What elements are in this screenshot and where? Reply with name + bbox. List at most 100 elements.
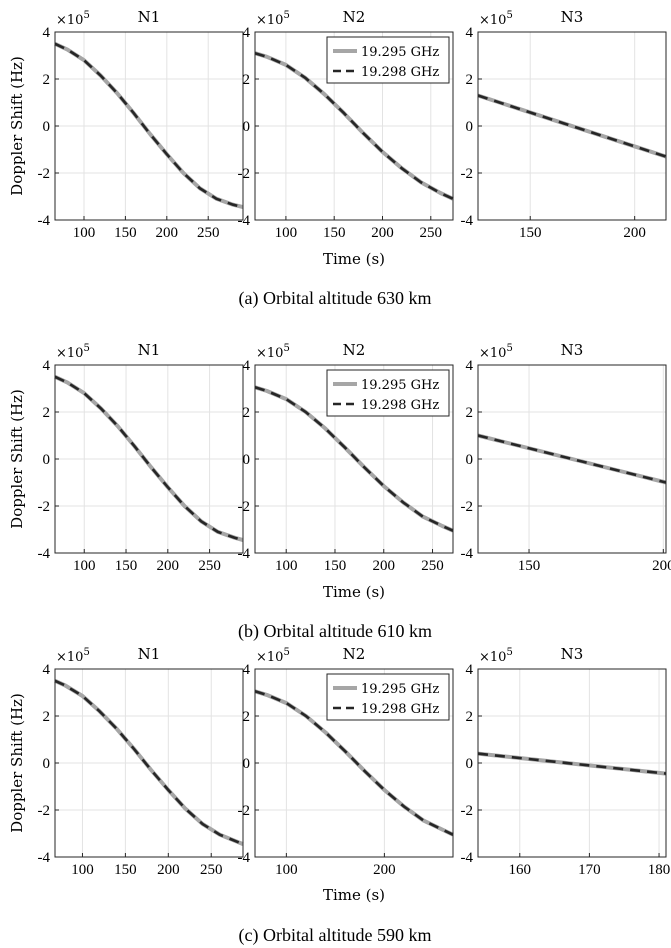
y-tick-label: -4 bbox=[461, 850, 474, 866]
y-tick-label: 4 bbox=[243, 358, 251, 374]
panel-title: N3 bbox=[561, 341, 584, 359]
chart-panel-6: 150 200 -4 -2 0 2 4 ×105 N3 bbox=[461, 341, 671, 574]
y-multiplier-label: ×105 bbox=[256, 647, 290, 665]
y-tick-label: 0 bbox=[243, 452, 251, 468]
x-tick-label: 200 bbox=[371, 225, 394, 241]
x-tick-label: 250 bbox=[198, 558, 221, 574]
subfigure-caption: (c) Orbital altitude 590 km bbox=[239, 925, 432, 946]
chart-panel-2: 100 150 200 250 -4 -2 0 2 4 ×105 N2 19.295 GHz 19.29… bbox=[238, 8, 454, 268]
panel-title: N2 bbox=[343, 645, 366, 663]
series-line-2 bbox=[254, 386, 454, 532]
y-tick-label: -4 bbox=[38, 546, 51, 562]
legend-box bbox=[326, 36, 450, 84]
x-tick-label: 100 bbox=[275, 225, 298, 241]
multiplier-exponent: 5 bbox=[283, 343, 289, 354]
y-tick-label: 0 bbox=[243, 756, 251, 772]
y-tick-label: 0 bbox=[466, 452, 474, 468]
y-tick-label: -4 bbox=[38, 850, 51, 866]
x-tick-label: 250 bbox=[420, 225, 443, 241]
y-tick-label: 2 bbox=[243, 405, 251, 421]
y-tick-label: 2 bbox=[243, 709, 251, 725]
y-tick-label: -4 bbox=[238, 850, 251, 866]
y-axis-label: Doppler Shift (Hz) bbox=[8, 389, 26, 529]
x-tick-label: 170 bbox=[578, 862, 601, 878]
x-tick-label: 150 bbox=[114, 862, 137, 878]
y-tick-label: 4 bbox=[466, 662, 474, 678]
x-tick-label: 160 bbox=[509, 862, 532, 878]
legend-label-1: 19.295 GHz bbox=[361, 378, 439, 393]
legend-label-2: 19.298 GHz bbox=[361, 702, 439, 717]
multiplier-exponent: 5 bbox=[283, 10, 289, 21]
y-tick-label: 0 bbox=[466, 756, 474, 772]
series-line-2 bbox=[477, 752, 667, 775]
series-line-2 bbox=[477, 434, 667, 484]
legend-label-1: 19.295 GHz bbox=[361, 45, 439, 60]
x-tick-label: 150 bbox=[518, 558, 541, 574]
legend-label-1: 19.295 GHz bbox=[361, 682, 439, 697]
x-tick-label: 100 bbox=[275, 862, 298, 878]
legend-label-2: 19.298 GHz bbox=[361, 65, 439, 80]
panel-title: N3 bbox=[561, 645, 584, 663]
series-line-1 bbox=[477, 93, 667, 159]
y-tick-label: 4 bbox=[43, 358, 51, 374]
y-tick-label: 2 bbox=[466, 72, 474, 88]
y-tick-label: -4 bbox=[461, 546, 474, 562]
multiplier-exponent: 5 bbox=[283, 647, 289, 658]
y-tick-label: -2 bbox=[461, 166, 474, 182]
y-tick-label: -2 bbox=[238, 803, 251, 819]
x-tick-label: 200 bbox=[157, 558, 180, 574]
x-tick-label: 150 bbox=[324, 558, 347, 574]
multiplier-exponent: 5 bbox=[83, 343, 89, 354]
x-axis-label: Time (s) bbox=[323, 250, 385, 268]
y-tick-label: 2 bbox=[466, 405, 474, 421]
y-tick-label: 4 bbox=[466, 358, 474, 374]
series-line-2 bbox=[254, 690, 454, 836]
y-tick-label: -2 bbox=[461, 499, 474, 515]
y-multiplier-label: ×105 bbox=[256, 10, 290, 28]
multiplier-exponent: 5 bbox=[506, 647, 512, 658]
panel-title: N2 bbox=[343, 8, 366, 26]
y-tick-label: 2 bbox=[243, 72, 251, 88]
y-tick-label: -2 bbox=[238, 166, 251, 182]
y-axis-label: Doppler Shift (Hz) bbox=[8, 56, 26, 196]
y-tick-label: -4 bbox=[38, 213, 51, 229]
x-tick-label: 100 bbox=[71, 862, 94, 878]
series-line-2 bbox=[54, 375, 244, 542]
y-tick-label: 4 bbox=[466, 25, 474, 41]
y-axis-label: Doppler Shift (Hz) bbox=[8, 693, 26, 833]
y-tick-label: -2 bbox=[38, 803, 51, 819]
y-tick-label: 4 bbox=[43, 25, 51, 41]
series-line-2 bbox=[54, 679, 244, 846]
multiplier-base: ×10 bbox=[479, 13, 506, 28]
y-tick-label: -4 bbox=[238, 213, 251, 229]
multiplier-base: ×10 bbox=[479, 650, 506, 665]
x-tick-label: 250 bbox=[200, 862, 223, 878]
y-multiplier-label: ×105 bbox=[256, 343, 290, 361]
chart-panel-3: 150 200 -4 -2 0 2 4 ×105 N3 bbox=[461, 8, 667, 241]
x-tick-label: 100 bbox=[275, 558, 298, 574]
y-tick-label: 4 bbox=[43, 662, 51, 678]
y-multiplier-label: ×105 bbox=[479, 647, 513, 665]
x-tick-label: 200 bbox=[156, 225, 179, 241]
x-tick-label: 200 bbox=[623, 225, 646, 241]
subfigure-caption: (b) Orbital altitude 610 km bbox=[238, 621, 432, 642]
y-tick-label: 2 bbox=[43, 72, 51, 88]
y-tick-label: 4 bbox=[243, 25, 251, 41]
panel-title: N1 bbox=[138, 341, 161, 359]
series-line-2 bbox=[254, 51, 454, 200]
x-tick-label: 150 bbox=[115, 558, 138, 574]
legend-label-2: 19.298 GHz bbox=[361, 398, 439, 413]
multiplier-base: ×10 bbox=[256, 650, 283, 665]
panel-title: N3 bbox=[561, 8, 584, 26]
multiplier-base: ×10 bbox=[56, 346, 83, 361]
multiplier-exponent: 5 bbox=[83, 647, 89, 658]
y-tick-label: -4 bbox=[238, 546, 251, 562]
y-tick-label: -4 bbox=[461, 213, 474, 229]
x-tick-label: 250 bbox=[421, 558, 444, 574]
y-tick-label: 2 bbox=[466, 709, 474, 725]
